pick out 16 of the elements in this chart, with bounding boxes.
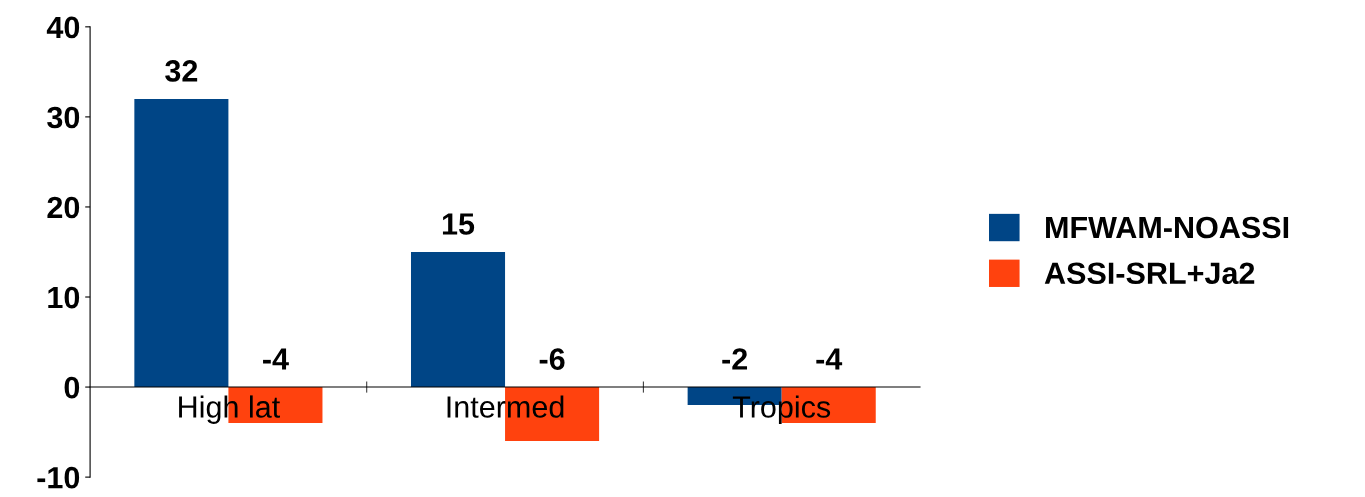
y-tick-label: 0 <box>64 376 80 399</box>
y-tick-label: 30 <box>47 106 80 129</box>
data-label: -6 <box>539 348 565 370</box>
y-tick-label: 40 <box>46 16 80 39</box>
y-tick-label: 20 <box>47 196 80 219</box>
bar <box>134 98 229 388</box>
bar <box>410 251 506 388</box>
y-tick-label: 10 <box>48 286 80 309</box>
data-label: -2 <box>722 348 748 370</box>
data-label: -4 <box>816 348 843 370</box>
legend-label: ASSI-SRL+Ja2 <box>1044 262 1255 285</box>
legend-label: MFWAM-NOASSI <box>1046 216 1289 239</box>
y-tick-label: -10 <box>37 466 80 489</box>
data-label: 15 <box>442 213 475 235</box>
data-label: -4 <box>263 348 289 370</box>
data-label: 32 <box>165 60 198 82</box>
